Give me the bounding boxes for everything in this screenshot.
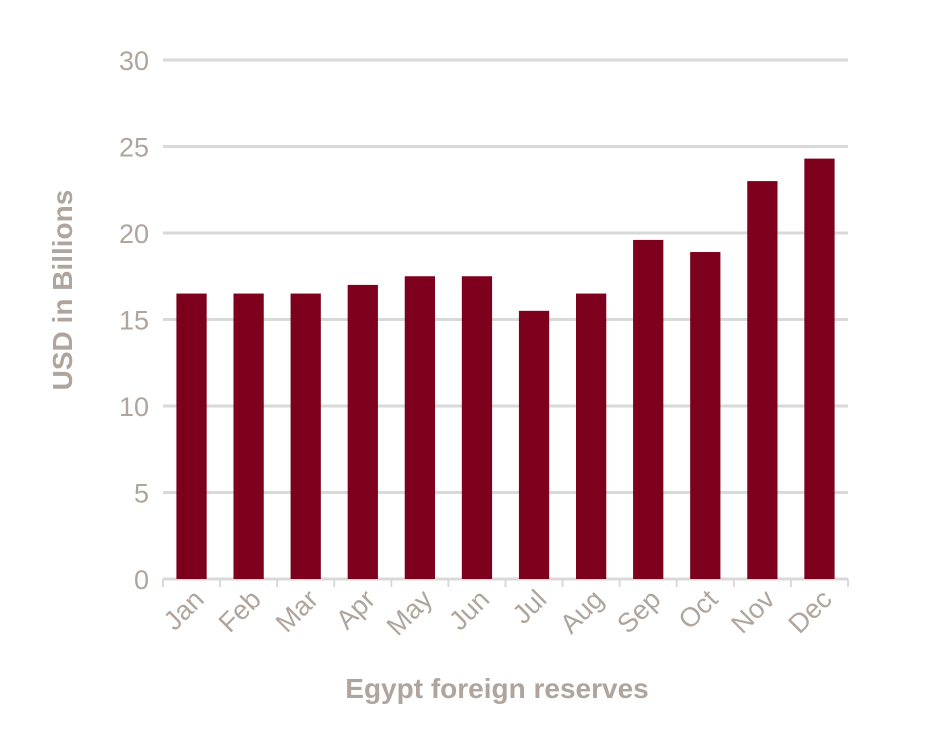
x-tick-label: Feb bbox=[213, 584, 267, 638]
bar bbox=[404, 276, 436, 579]
bar bbox=[690, 252, 721, 579]
bar bbox=[461, 276, 493, 579]
bar bbox=[518, 310, 550, 579]
y-tick-label: 20 bbox=[119, 219, 149, 249]
y-tick-label: 0 bbox=[134, 565, 149, 595]
y-axis-title: USD in Billions bbox=[47, 190, 78, 391]
x-tick-label: Dec bbox=[783, 584, 838, 639]
bar bbox=[747, 181, 778, 579]
x-tick-label: May bbox=[381, 584, 439, 642]
x-axis-title: Egypt foreign reserves bbox=[345, 673, 648, 704]
x-tick-label: Nov bbox=[725, 584, 781, 640]
bar bbox=[347, 284, 378, 579]
y-tick-label: 15 bbox=[119, 306, 149, 336]
x-tick-label: Jul bbox=[507, 584, 553, 630]
y-tick-label: 5 bbox=[134, 479, 149, 509]
y-tick-label: 30 bbox=[119, 46, 149, 76]
x-tick-label: Oct bbox=[673, 584, 724, 635]
x-tick-label: Jan bbox=[158, 584, 210, 636]
bar bbox=[176, 293, 207, 579]
x-tick-label: Sep bbox=[611, 584, 666, 639]
x-tick-label: Aug bbox=[554, 584, 609, 639]
y-tick-label: 10 bbox=[119, 392, 149, 422]
bar bbox=[233, 293, 264, 579]
bar bbox=[633, 239, 664, 580]
bar bbox=[575, 293, 607, 579]
x-tick-label: Apr bbox=[330, 584, 381, 635]
bar bbox=[290, 293, 321, 579]
x-tick-label: Mar bbox=[270, 584, 324, 638]
bar bbox=[804, 158, 835, 580]
x-tick-label: Jun bbox=[443, 584, 495, 636]
y-tick-label: 25 bbox=[119, 133, 149, 163]
